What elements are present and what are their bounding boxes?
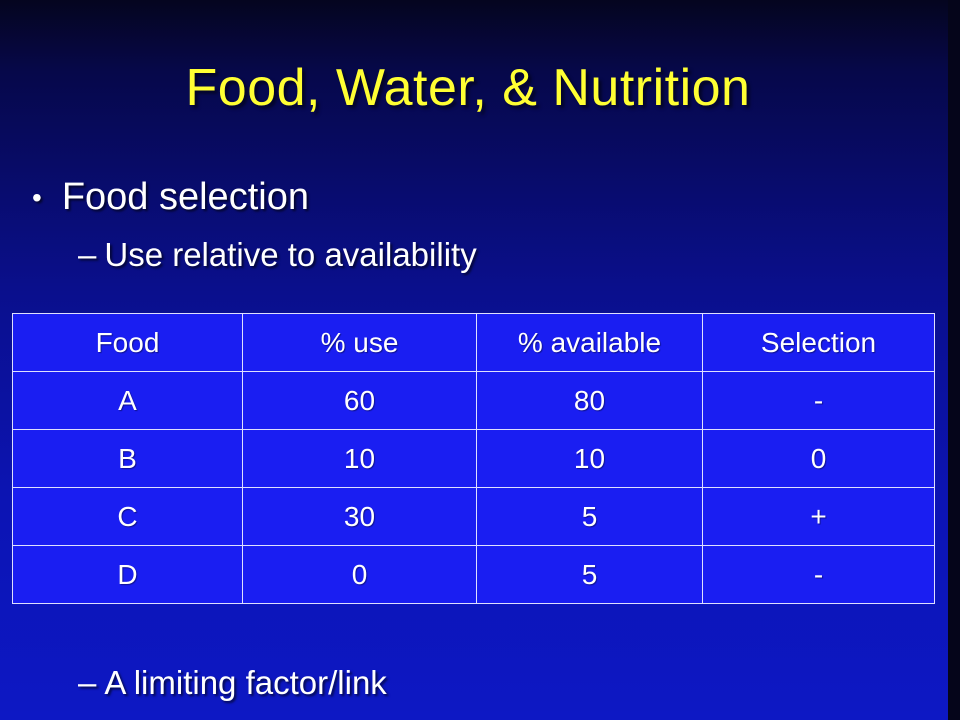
table-row: B 10 10 0 [12,429,935,488]
screen-edge [948,0,960,720]
cell-food: B [12,429,243,488]
header-percent-use: % use [242,313,477,372]
cell-selection: + [702,487,935,546]
cell-selection: 0 [702,429,935,488]
bullet-text: Food selection [61,176,309,218]
cell-use: 30 [242,487,477,546]
dash-icon: – [78,236,97,273]
table-header-row: Food % use % available Selection [12,313,935,372]
cell-available: 10 [476,429,703,488]
table-row: C 30 5 + [12,487,935,546]
cell-selection: - [702,371,935,430]
sub-item-text: Use relative to availability [104,236,477,273]
table-row: D 0 5 - [12,545,935,604]
cell-available: 5 [476,487,703,546]
header-percent-available: % available [476,313,703,372]
sub-item-limiting-factor: – A limiting factor/link [78,664,387,702]
cell-food: A [12,371,243,430]
cell-selection: - [702,545,935,604]
dash-icon: – [78,664,97,701]
sub-item-text: A limiting factor/link [104,664,387,701]
cell-food: C [12,487,243,546]
sub-item-use-relative: – Use relative to availability [78,236,477,274]
header-selection: Selection [702,313,935,372]
cell-available: 80 [476,371,703,430]
bullet-dot-icon: • [32,181,42,213]
cell-use: 10 [242,429,477,488]
cell-food: D [12,545,243,604]
cell-use: 0 [242,545,477,604]
slide-title: Food, Water, & Nutrition [185,59,751,117]
food-selection-table: Food % use % available Selection A 60 80… [12,313,935,604]
cell-available: 5 [476,545,703,604]
table-row: A 60 80 - [12,371,935,430]
header-food: Food [12,313,243,372]
cell-use: 60 [242,371,477,430]
bullet-item: • Food selection [32,176,309,219]
